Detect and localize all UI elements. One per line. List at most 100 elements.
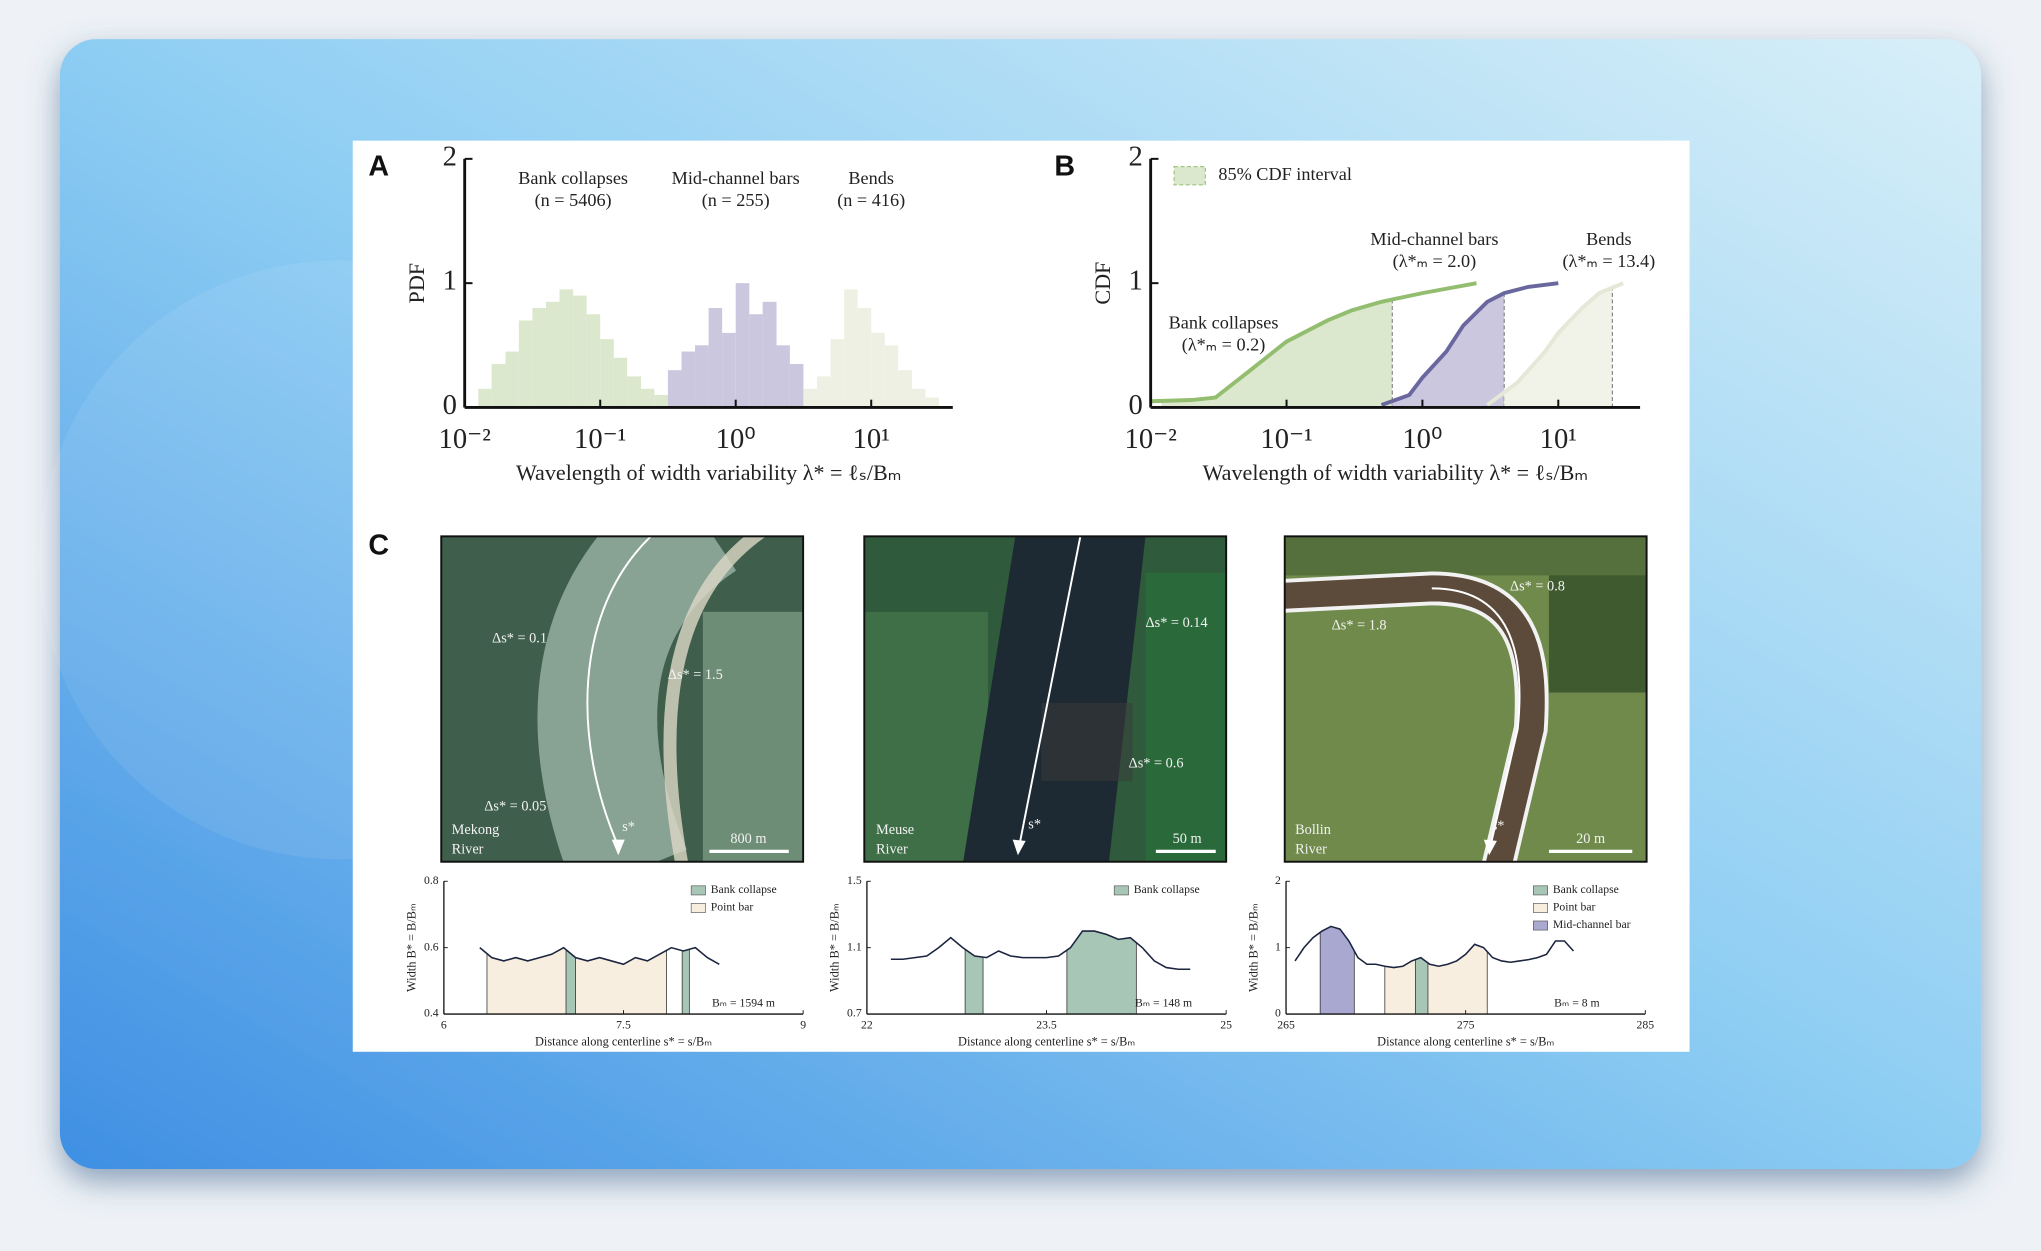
histogram-bar [667,370,682,408]
image-frame [1283,535,1648,863]
panel-letter: C [368,529,389,561]
histogram-bar [857,308,872,408]
group-count: (n = 255) [702,190,770,211]
x-tick-label: 10⁻² [439,423,491,455]
river-name: Bollin [1295,822,1331,838]
legend-label: Mid-channel bar [1553,918,1631,931]
histogram-bar [762,301,777,408]
s-label: s* [1028,817,1041,833]
scale-label: 50 m [1173,831,1202,847]
panel-letter: B [1054,151,1075,183]
histogram-bar [573,295,587,408]
histogram-bar [545,301,560,408]
y-tick-label: 1.1 [847,940,862,953]
histogram-bar [613,357,628,408]
river-name: River [452,841,484,857]
histogram-bar [600,339,614,408]
x-tick-label: 10⁰ [1402,423,1442,455]
histogram-bar [586,314,601,408]
image-label: Δs* = 1.5 [668,667,723,683]
image-label: Δs* = 1.8 [1332,617,1387,633]
line [1150,281,1477,404]
image-label: Δs* = 0.8 [1510,578,1565,594]
histogram-bar [532,308,546,408]
legend-swatch [1173,166,1206,186]
x-tick-label: 10⁻² [1125,423,1177,455]
y-tick-label: 0.6 [424,940,439,953]
image-label: Δs* = 0.6 [1129,755,1184,771]
y-axis-label: PDF [404,263,429,304]
y-tick-label: 1.5 [847,874,862,887]
x-tick-label: 10¹ [1540,423,1577,455]
group-count: (n = 416) [837,190,905,211]
legend-swatch [1533,885,1548,896]
y-tick-label: 0 [1275,1007,1281,1020]
histogram-bar [803,388,818,408]
x-tick-label: 285 [1637,1018,1655,1031]
histogram-bar [912,388,926,408]
region [1414,957,1429,1015]
histogram-bar [776,345,790,408]
image-frame [440,535,805,863]
group-label: Bends [848,168,894,188]
x-tick-label: 265 [1277,1018,1295,1031]
x-tick-label: 10⁻¹ [1260,423,1312,455]
histogram-bar [884,345,899,408]
x-tick-label: 23.5 [1036,1018,1057,1031]
histogram-bar [817,376,831,408]
histogram-bar [640,388,655,408]
legend-swatch [690,903,706,913]
x-axis-label: Wavelength of width variability λ* = ℓₛ/… [516,460,902,485]
y-tick-label: 1 [1275,940,1281,953]
y-tick-label: 0.4 [424,1007,439,1020]
line [1294,925,1575,969]
y-tick-label: 0 [443,389,457,421]
y-axis-label: Width B* = B/Bₘ [828,903,842,992]
s-label: s* [1492,818,1505,834]
x-tick-label: 10⁻¹ [574,423,626,455]
charts: Bank collapses(n = 5406)Mid-channel bars… [404,140,1655,1048]
series-label: Bank collapses [1169,312,1279,332]
series-annotation: (λ*ₘ = 13.4) [1562,251,1655,272]
group-count: (n = 5406) [535,190,612,211]
region [1066,930,1137,1015]
x-axis-label: Distance along centerline s* = s/Bₘ [958,1035,1135,1049]
legend-swatch [1533,903,1548,913]
line [890,930,1191,971]
y-tick-label: 2 [443,140,457,172]
group-label: Bank collapses [518,168,628,188]
y-tick-label: 2 [1275,874,1281,887]
histogram-bar [844,289,858,408]
line [479,946,720,966]
series-annotation: (λ*ₘ = 2.0) [1393,251,1477,272]
satellite-image [1284,536,1647,862]
x-tick-label: 7.5 [616,1018,631,1031]
histogram-bar [789,363,804,408]
histogram-bar [722,332,736,408]
y-tick-label: 0 [1129,389,1143,421]
y-tick-label: 2 [1129,140,1143,172]
scale-label: 800 m [730,831,766,847]
histogram-bar [654,395,668,408]
histogram-bar [478,388,492,408]
region [964,948,984,1015]
histogram-bar [518,320,533,408]
y-tick-label: 1 [443,265,457,297]
y-axis-label: CDF [1090,262,1115,305]
histogram-bar [491,363,506,408]
line [1486,281,1624,407]
histogram-bar [735,283,750,408]
x-tick-label: 275 [1457,1018,1475,1031]
x-tick-label: 10¹ [853,423,890,455]
series-annotation: (λ*ₘ = 0.2) [1182,334,1266,355]
panel-letter: A [368,151,389,183]
group-label: Mid-channel bars [672,168,800,188]
image-frame [863,535,1228,863]
y-axis-label: Width B* = B/Bₘ [404,903,418,992]
histogram-bar [627,376,641,408]
x-tick-label: 10⁰ [716,423,756,455]
x-tick-label: 22 [861,1018,873,1031]
legend-label: Bank collapse [1553,883,1619,896]
legend-label: Bank collapse [711,883,777,896]
